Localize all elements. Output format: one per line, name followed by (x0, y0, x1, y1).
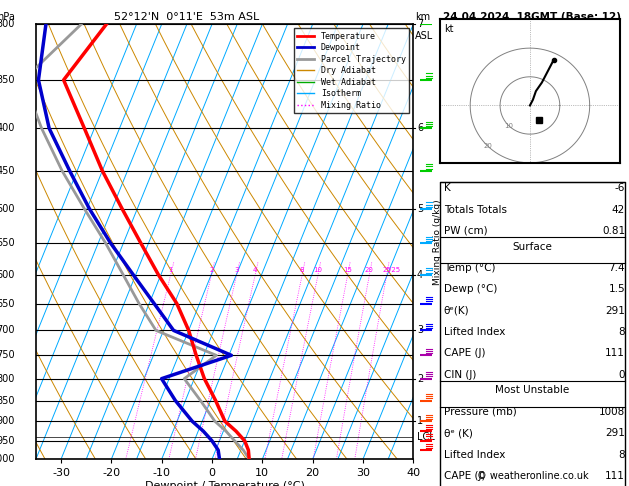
Text: 700: 700 (0, 326, 15, 335)
Text: LCL: LCL (417, 432, 435, 442)
Text: 950: 950 (0, 436, 15, 446)
Text: 24.04.2024  18GMT (Base: 12): 24.04.2024 18GMT (Base: 12) (443, 12, 621, 22)
Text: 8: 8 (618, 327, 625, 337)
Text: 10: 10 (504, 122, 513, 128)
Text: 4: 4 (417, 270, 423, 280)
X-axis label: Dewpoint / Temperature (°C): Dewpoint / Temperature (°C) (145, 481, 304, 486)
Bar (440, 182, 625, 486)
Text: 111: 111 (605, 471, 625, 481)
Text: K: K (443, 183, 450, 193)
Text: 350: 350 (0, 75, 15, 85)
Text: Lifted Index: Lifted Index (443, 327, 505, 337)
Text: 450: 450 (0, 166, 15, 176)
Text: hPa: hPa (0, 12, 15, 22)
Text: 900: 900 (0, 416, 15, 426)
Text: 15: 15 (343, 266, 352, 273)
Text: 20: 20 (484, 142, 493, 149)
Text: kt: kt (444, 24, 454, 34)
Text: /25: /25 (389, 266, 400, 273)
Text: CIN (J): CIN (J) (443, 370, 476, 380)
Text: ASL: ASL (415, 31, 433, 41)
Text: 650: 650 (0, 298, 15, 309)
Text: PW (cm): PW (cm) (443, 226, 487, 236)
Text: 7: 7 (417, 19, 423, 29)
Text: 300: 300 (0, 19, 15, 29)
Text: 750: 750 (0, 350, 15, 360)
Text: 1: 1 (169, 266, 173, 273)
Text: 3: 3 (417, 326, 423, 335)
Text: Surface: Surface (513, 242, 552, 252)
Text: 20: 20 (365, 266, 374, 273)
Text: 600: 600 (0, 270, 15, 280)
Text: © weatheronline.co.uk: © weatheronline.co.uk (477, 471, 588, 481)
Text: θᵉ (K): θᵉ (K) (443, 428, 472, 438)
Text: 1008: 1008 (599, 407, 625, 417)
Text: 8: 8 (618, 450, 625, 460)
Text: θᵉ(K): θᵉ(K) (443, 306, 469, 316)
Text: 8: 8 (300, 266, 304, 273)
Text: Pressure (mb): Pressure (mb) (443, 407, 516, 417)
Text: 0.81: 0.81 (602, 226, 625, 236)
Text: 291: 291 (605, 306, 625, 316)
Text: 800: 800 (0, 374, 15, 383)
Text: 7.4: 7.4 (608, 263, 625, 273)
Text: Lifted Index: Lifted Index (443, 450, 505, 460)
Text: 111: 111 (605, 348, 625, 359)
Text: 1.5: 1.5 (608, 284, 625, 295)
Text: 0: 0 (619, 370, 625, 380)
Text: 42: 42 (612, 205, 625, 215)
Text: 500: 500 (0, 204, 15, 214)
Text: Most Unstable: Most Unstable (495, 385, 570, 396)
Text: CAPE (J): CAPE (J) (443, 348, 485, 359)
Text: 10: 10 (313, 266, 323, 273)
Text: 550: 550 (0, 238, 15, 248)
Text: Dewp (°C): Dewp (°C) (443, 284, 497, 295)
Text: 25: 25 (382, 266, 391, 273)
Text: 1: 1 (417, 416, 423, 426)
Text: 2: 2 (417, 374, 423, 383)
Text: 5: 5 (417, 204, 423, 214)
Text: Mixing Ratio (g/kg): Mixing Ratio (g/kg) (433, 199, 442, 285)
Text: 6: 6 (417, 123, 423, 133)
Text: 400: 400 (0, 123, 15, 133)
Text: -6: -6 (615, 183, 625, 193)
Legend: Temperature, Dewpoint, Parcel Trajectory, Dry Adiabat, Wet Adiabat, Isotherm, Mi: Temperature, Dewpoint, Parcel Trajectory… (294, 29, 409, 113)
Text: 291: 291 (605, 428, 625, 438)
Text: 4: 4 (253, 266, 257, 273)
Text: km: km (415, 12, 430, 22)
Text: Totals Totals: Totals Totals (443, 205, 506, 215)
Text: 3: 3 (235, 266, 239, 273)
Title: 52°12'N  0°11'E  53m ASL: 52°12'N 0°11'E 53m ASL (114, 12, 259, 22)
Text: 1000: 1000 (0, 454, 15, 464)
Text: Temp (°C): Temp (°C) (443, 263, 495, 273)
Text: 850: 850 (0, 396, 15, 405)
Text: 2: 2 (209, 266, 214, 273)
Text: CAPE (J): CAPE (J) (443, 471, 485, 481)
